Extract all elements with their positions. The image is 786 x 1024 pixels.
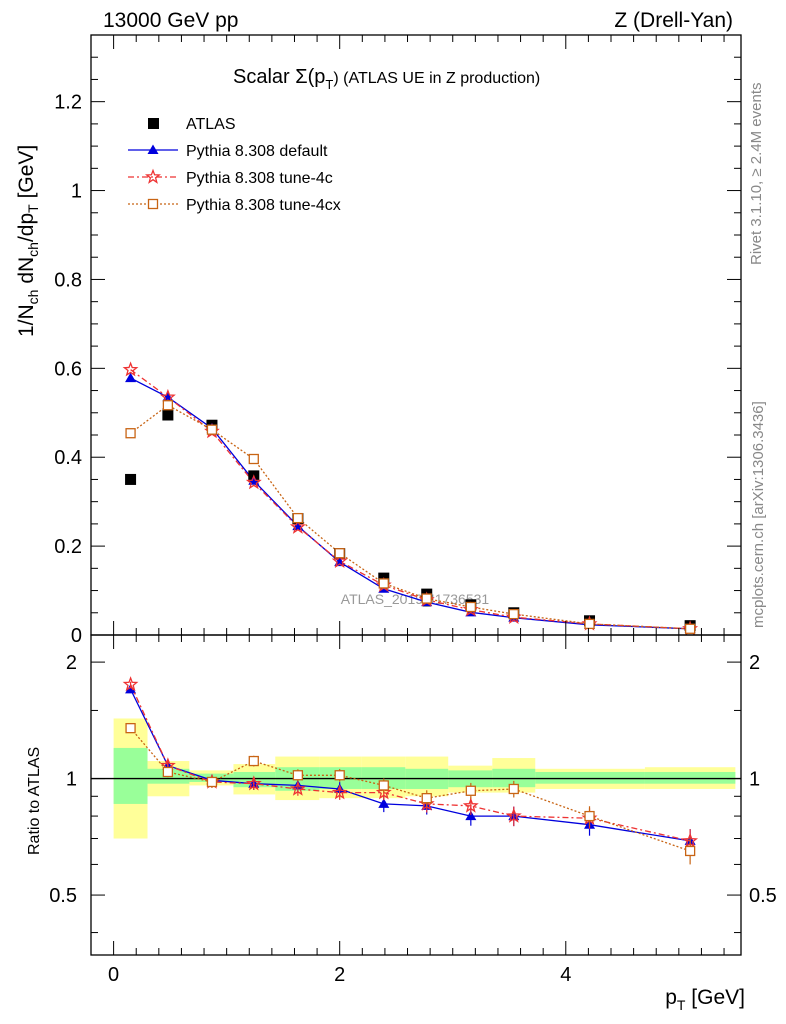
ratio-ytick-label: 0.5 (49, 885, 77, 907)
ratio-point-tune4cx (125, 722, 136, 734)
ratio-point-tune4cx (248, 755, 259, 767)
ratio-point-tune4cx (378, 780, 389, 791)
main-ytick-label: 0.8 (54, 269, 82, 291)
main-ylabel: 1/Nch dNch/dpT [GeV] (15, 145, 41, 337)
header-left: 13000 GeV pp (103, 9, 238, 32)
ratio-point-tune4cx (334, 770, 345, 781)
ratio-point-tune4cx (584, 810, 595, 822)
main-point-tune4c (245, 474, 262, 490)
ratio-ytick-label: 2 (66, 652, 77, 674)
ratio-point-default (465, 810, 477, 821)
ratio-line-tune4cx (130, 727, 691, 852)
ratio-point-tune4c (245, 775, 262, 791)
main-point-atlas (162, 409, 174, 421)
ratio-point-tune4cx (206, 776, 218, 788)
legend-marker-tune4cx (147, 198, 159, 210)
legend-marker-atlas (148, 118, 159, 129)
main-point-tune4c (289, 518, 306, 534)
ratio-ytick-label-right: 2 (749, 652, 760, 674)
main-point-tune4c (122, 361, 139, 377)
main-title: Scalar Σ(pT) (ATLAS UE in Z production) (233, 66, 540, 92)
legend-marker-tune4c (145, 168, 161, 184)
main-point-tune4cx (334, 548, 345, 559)
main-line-tune4c (130, 369, 691, 630)
main-ytick-label: 0 (71, 625, 82, 647)
legend-marker-default (147, 144, 159, 154)
main-point-tune4cx (465, 601, 476, 613)
main-point-tune4cx (378, 578, 389, 589)
ratio-xtick-label: 4 (560, 964, 571, 986)
main-point-tune4c (331, 552, 348, 568)
ratio-point-tune4c (331, 784, 348, 800)
main-point-tune4cx (292, 512, 304, 524)
ratio-frame (90, 634, 742, 956)
main-ytick-label: 1 (71, 181, 82, 203)
main-series-group (122, 361, 699, 636)
main-ytick-label: 0.2 (54, 536, 82, 558)
main-point-tune4cx (125, 428, 136, 439)
ratio-point-tune4c (122, 676, 139, 692)
ratio-ylabel: Ratio to ATLAS (26, 747, 43, 855)
main-point-tune4cx (162, 400, 174, 411)
ratio-ytick-label-right: 0.5 (749, 885, 777, 907)
ratio-band-inner (535, 771, 645, 784)
main-point-tune4cx (421, 593, 432, 604)
legend: ATLAS Pythia 8.308 default Pythia 8.308 … (128, 116, 341, 214)
ratio-point-tune4cx (421, 793, 432, 804)
ratio-band-inner (644, 771, 736, 784)
ratio-line-tune4c (130, 684, 691, 842)
legend-label-default: Pythia 8.308 default (186, 143, 328, 160)
ratio-xtick-label: 0 (108, 964, 119, 986)
ratio-uncertainty-bands (91, 718, 741, 839)
ratio-point-tune4cx (508, 783, 519, 795)
main-point-tune4cx (584, 618, 595, 630)
main-ytick-label: 1.2 (54, 92, 82, 114)
ratio-point-tune4c (462, 797, 479, 813)
main-point-tune4cx (206, 424, 218, 435)
main-line-tune4cx (130, 404, 691, 630)
main-point-tune4cx (508, 608, 519, 620)
main-point-default (125, 372, 137, 383)
ratio-xlabel: pT [GeV] (665, 986, 745, 1013)
ratio-point-tune4cx (292, 770, 304, 781)
ratio-series-group (122, 676, 699, 865)
rivet-label: Rivet 3.1.10, ≥ 2.4M events (748, 83, 765, 266)
ratio-xtick-label: 2 (334, 964, 345, 986)
axes-group: 0 0.2 0.4 0.6 0.8 1 1.2 0 2 4 0.5 0.5 1 1 2 2 (49, 34, 777, 986)
ratio-ytick-label-right: 1 (749, 769, 760, 791)
main-ytick-label: 0.6 (54, 358, 82, 380)
ratio-point-tune4c (289, 780, 306, 796)
legend-label-tune4cx: Pythia 8.308 tune-4cx (186, 197, 341, 214)
header-right: Z (Drell-Yan) (614, 9, 733, 32)
ratio-band-inner (113, 747, 148, 804)
ratio-point-tune4cx (684, 845, 696, 857)
ratio-point-default (125, 683, 137, 694)
main-point-tune4cx (684, 623, 696, 634)
ratio-point-tune4cx (465, 785, 476, 796)
main-point-tune4c (159, 388, 176, 404)
ratio-point-default (378, 798, 390, 808)
main-point-atlas (125, 473, 137, 485)
main-point-default (248, 475, 260, 485)
mcplots-label: mcplots.cern.ch [arXiv:1306.3436] (750, 401, 767, 628)
legend-label-tune4c: Pythia 8.308 tune-4c (186, 170, 333, 187)
ratio-line-default (130, 689, 691, 842)
ratio-point-tune4cx (162, 766, 174, 778)
main-point-tune4cx (248, 453, 259, 465)
main-ytick-label: 0.4 (54, 447, 82, 469)
ratio-ytick-label: 1 (66, 769, 77, 791)
ratio-point-tune4c (505, 807, 522, 823)
legend-label-atlas: ATLAS (186, 116, 236, 133)
